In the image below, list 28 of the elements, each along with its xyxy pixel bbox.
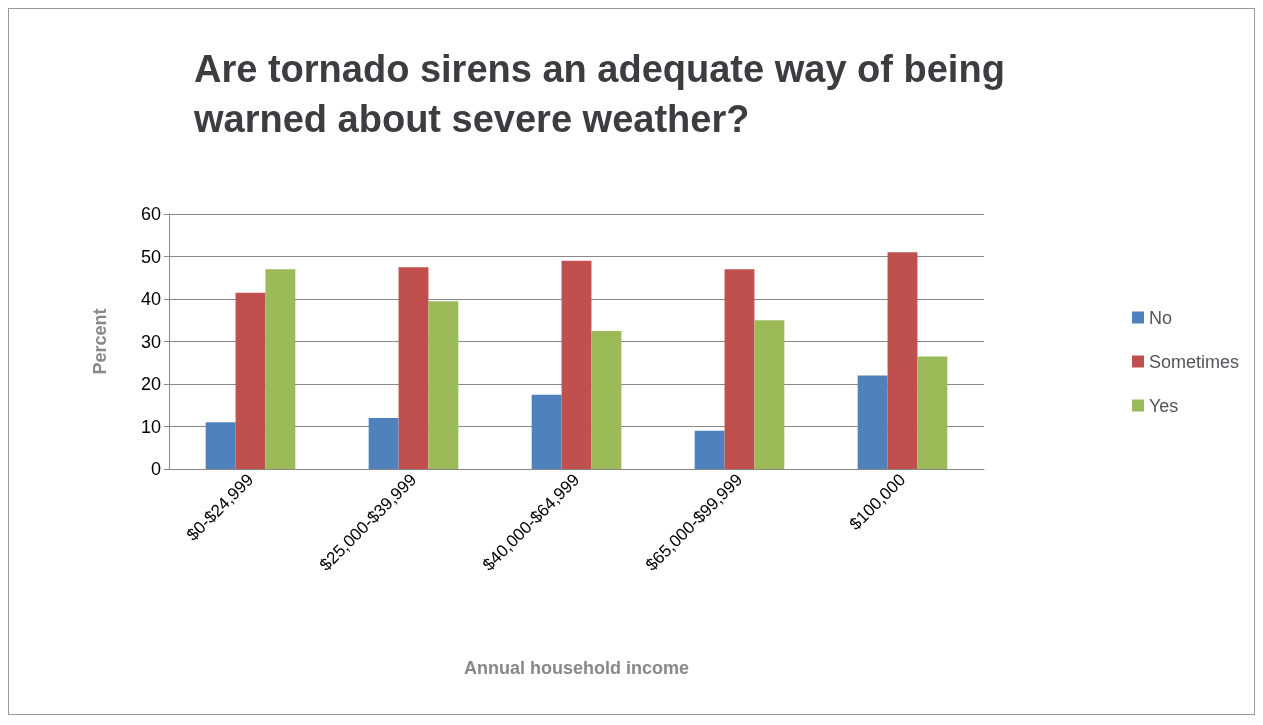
legend-label: Yes [1148, 395, 1179, 416]
y-tick-label: 30 [140, 331, 161, 352]
bar [754, 320, 785, 469]
y-tick-label: 40 [140, 289, 161, 309]
bar [561, 260, 592, 469]
bar [428, 301, 459, 469]
bar [591, 330, 622, 469]
y-tick-label: 10 [140, 416, 161, 437]
y-axis-title: Percent [90, 308, 110, 375]
bar [857, 375, 888, 469]
bar [531, 394, 562, 469]
bar [887, 252, 918, 469]
legend-label: Sometimes [1148, 351, 1239, 372]
chart-title: Are tornado sirens an adequate way of being warned about severe weather? [193, 48, 1016, 140]
bar [235, 292, 266, 469]
bar [694, 430, 725, 469]
y-tick-label: 60 [140, 204, 161, 224]
bar [724, 269, 755, 469]
legend-label: No [1148, 307, 1172, 328]
y-tick-label: 50 [140, 246, 161, 267]
x-axis-title: Annual household income [463, 658, 690, 678]
y-tick-label: 20 [140, 374, 161, 394]
y-tick-label: 0 [150, 459, 161, 479]
bar [917, 356, 948, 469]
bar [368, 418, 399, 469]
bar [205, 422, 236, 469]
bar [265, 269, 296, 469]
bar [398, 267, 429, 469]
